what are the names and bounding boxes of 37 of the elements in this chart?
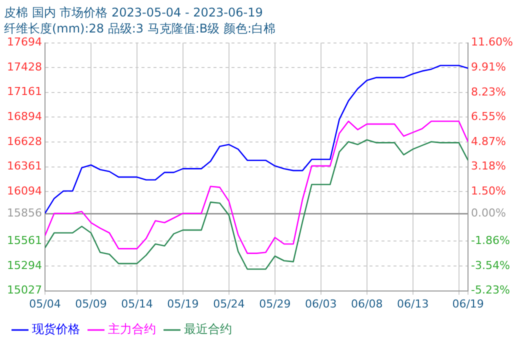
x-tick-label: 05/19 xyxy=(167,297,199,310)
y-tick-label: 17161 xyxy=(6,85,42,98)
y-tick-label: 15561 xyxy=(6,234,42,248)
y2-tick-label: -3.54% xyxy=(471,258,510,272)
y2-tick-label: 1.50% xyxy=(471,184,506,198)
y2-tick-label: 11.60% xyxy=(471,36,514,49)
y2-tick-label: -1.86% xyxy=(471,234,510,247)
y-tick-label: 16628 xyxy=(6,134,42,148)
x-tick-label: 06/03 xyxy=(305,297,337,310)
x-tick-label: 05/14 xyxy=(121,297,153,310)
y-tick-label: 17428 xyxy=(6,60,42,74)
y-tick-label: 16094 xyxy=(6,184,42,198)
x-tick-label: 05/24 xyxy=(213,297,245,310)
x-tick-label: 05/09 xyxy=(75,297,107,310)
y-tick-label: 16361 xyxy=(6,160,42,173)
y2-tick-label: 6.55% xyxy=(471,110,506,124)
y2-tick-label: 3.18% xyxy=(471,160,506,173)
legend-label: 现货价格 xyxy=(32,322,80,336)
x-tick-label: 06/08 xyxy=(351,297,383,310)
x-tick-label: 05/04 xyxy=(29,297,61,310)
x-tick-label: 05/29 xyxy=(259,297,291,310)
y2-tick-label: 0.00% xyxy=(471,206,506,220)
y-tick-label: 15294 xyxy=(6,258,42,272)
y2-tick-label: 9.91% xyxy=(471,60,506,74)
y-tick-label: 15027 xyxy=(6,284,42,297)
chart-subtitle: 纤维长度(mm):28 品级:3 马克隆值:B级 颜色:白棉 xyxy=(4,22,276,36)
y-tick-label: 17694 xyxy=(6,36,42,49)
x-tick-label: 06/19 xyxy=(452,297,484,310)
y2-tick-label: -5.23% xyxy=(471,284,510,297)
legend-label: 主力合约 xyxy=(108,322,156,336)
y2-tick-label: 4.87% xyxy=(471,134,506,148)
y2-tick-label: 8.23% xyxy=(471,85,506,98)
legend-label: 最近合约 xyxy=(184,322,232,336)
x-tick-label: 06/13 xyxy=(397,297,429,310)
y-tick-label: 15856 xyxy=(6,206,42,220)
chart-title: 皮棉 国内 市场价格 2023-05-04 - 2023-06-19 xyxy=(4,5,263,20)
y-tick-label: 16894 xyxy=(6,110,42,124)
